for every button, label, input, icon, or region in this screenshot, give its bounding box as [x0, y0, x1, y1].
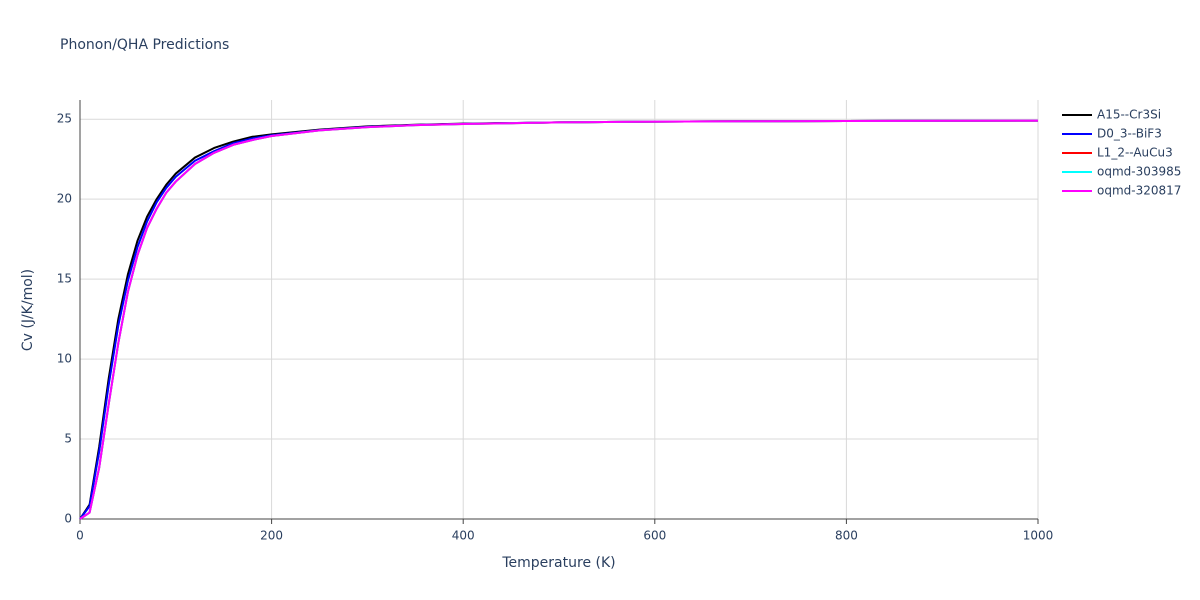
y-tick-label: 0 [64, 512, 72, 526]
y-tick-label: 5 [64, 432, 72, 446]
legend-label: L1_2--AuCu3 [1097, 146, 1173, 160]
chart-title: Phonon/QHA Predictions [60, 37, 229, 53]
y-axis-title: Cv (J/K/mol) [20, 269, 36, 351]
x-tick-label: 600 [643, 529, 666, 543]
legend-label: A15--Cr3Si [1097, 108, 1161, 122]
y-tick-label: 20 [57, 192, 72, 206]
series-line [79, 119, 1039, 520]
y-tick-label: 15 [57, 272, 72, 286]
legend-label: oqmd-320817 [1097, 184, 1181, 198]
series-line [79, 119, 1039, 520]
series-line [79, 119, 1039, 520]
x-tick-label: 200 [260, 529, 283, 543]
x-tick-label: 0 [76, 529, 84, 543]
y-tick-label: 25 [57, 112, 72, 126]
x-axis-title: Temperature (K) [501, 555, 615, 571]
series-line [79, 119, 1039, 520]
x-tick-label: 400 [452, 529, 475, 543]
x-tick-label: 800 [835, 529, 858, 543]
series-line [79, 119, 1039, 520]
x-tick-label: 1000 [1023, 529, 1054, 543]
legend-label: D0_3--BiF3 [1097, 127, 1162, 141]
y-tick-label: 10 [57, 352, 72, 366]
legend-label: oqmd-303985 [1097, 165, 1181, 179]
